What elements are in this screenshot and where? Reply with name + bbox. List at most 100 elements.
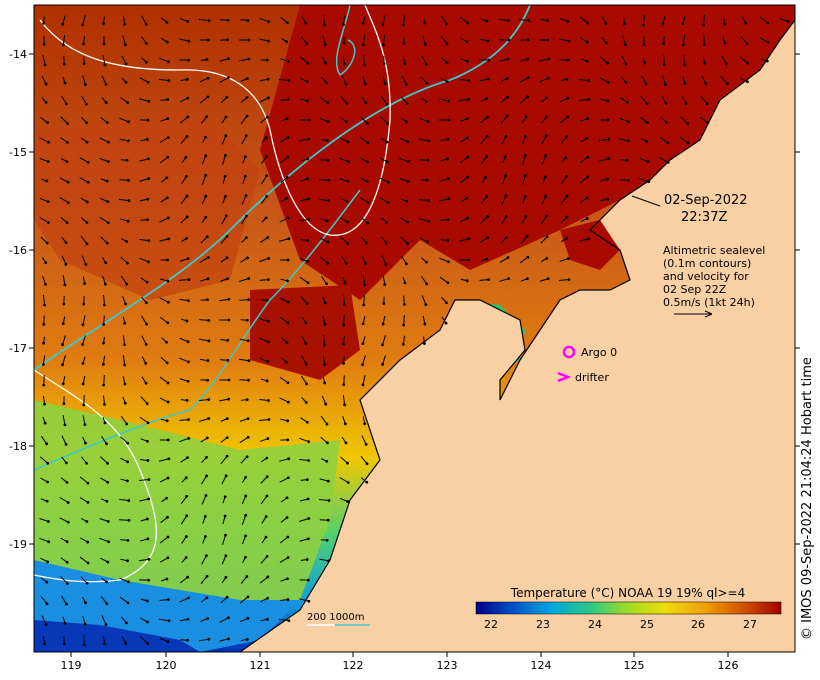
velocity-arrow-head — [545, 115, 548, 119]
velocity-arrow-head — [343, 403, 346, 407]
time-label: 22:37Z — [681, 210, 727, 225]
velocity-arrow — [239, 278, 249, 282]
velocity-arrow-head — [565, 135, 569, 139]
velocity-arrow-head — [447, 118, 451, 122]
velocity-arrow-head — [64, 461, 68, 465]
velocity-arrow — [522, 175, 526, 185]
velocity-arrow-head — [487, 278, 490, 282]
velocity-arrow-head — [104, 82, 108, 86]
velocity-arrow-head — [66, 180, 70, 184]
velocity-arrow-head — [106, 520, 110, 523]
velocity-arrow — [119, 117, 129, 123]
velocity-arrow-head — [547, 57, 551, 61]
velocity-arrow-head — [323, 343, 327, 347]
velocity-arrow — [120, 97, 128, 103]
velocity-arrow — [559, 97, 569, 103]
velocity-arrow-head — [306, 157, 310, 161]
velocity-arrow — [439, 257, 449, 263]
velocity-arrow — [199, 638, 209, 642]
colorbar-ticks: 22 23 24 25 26 27 — [484, 618, 757, 631]
velocity-arrow-head — [146, 642, 150, 645]
velocity-arrow-head — [546, 277, 550, 281]
velocity-arrow-head — [187, 418, 190, 421]
velocity-arrow-head — [167, 60, 170, 64]
velocity-arrow-head — [265, 379, 269, 383]
velocity-arrow — [99, 216, 109, 224]
velocity-arrow — [279, 477, 289, 483]
velocity-arrow-head — [326, 240, 330, 244]
velocity-arrow-head — [346, 500, 350, 503]
velocity-arrow — [160, 516, 168, 524]
velocity-arrow-head — [406, 220, 410, 224]
velocity-arrow-head — [43, 642, 47, 646]
velocity-arrow-head — [127, 518, 131, 522]
velocity-arrow-head — [101, 362, 105, 366]
velocity-arrow — [279, 297, 289, 303]
velocity-arrow-head — [224, 474, 228, 478]
velocity-arrow-head — [386, 160, 389, 164]
velocity-arrow-head — [323, 43, 327, 46]
velocity-arrow-head — [245, 455, 249, 459]
velocity-arrow — [499, 278, 509, 282]
velocity-arrow-head — [147, 239, 151, 243]
velocity-arrow — [342, 55, 346, 65]
velocity-arrow — [259, 97, 269, 103]
velocity-arrow-head — [45, 442, 49, 446]
velocity-arrow — [180, 136, 188, 144]
velocity-arrow — [179, 258, 189, 262]
velocity-arrow-head — [186, 115, 190, 119]
velocity-arrow — [382, 35, 386, 45]
velocity-arrow — [402, 335, 406, 345]
velocity-arrow — [180, 496, 188, 504]
velocity-arrow-head — [286, 258, 290, 262]
velocity-arrow — [199, 399, 209, 401]
velocity-arrow-head — [124, 641, 128, 645]
velocity-arrow-head — [306, 99, 309, 103]
velocity-arrow-head — [244, 236, 248, 239]
velocity-arrow — [279, 57, 289, 63]
velocity-arrow-head — [485, 195, 489, 198]
velocity-arrow-head — [186, 575, 190, 579]
velocity-arrow-head — [423, 42, 427, 46]
velocity-arrow-head — [244, 134, 248, 138]
velocity-arrow — [80, 235, 88, 245]
velocity-arrow-head — [567, 278, 571, 282]
velocity-arrow-head — [185, 319, 189, 323]
velocity-arrow-head — [361, 322, 365, 326]
velocity-arrow — [479, 279, 489, 281]
velocity-arrow — [81, 255, 87, 265]
velocity-arrow-head — [325, 219, 329, 223]
velocity-arrow — [400, 217, 408, 223]
velocity-arrow-head — [287, 400, 290, 404]
velocity-arrow — [382, 15, 386, 25]
velocity-arrow-head — [102, 42, 106, 46]
velocity-arrow — [440, 35, 448, 45]
velocity-arrow — [199, 338, 209, 342]
velocity-arrow-head — [566, 257, 570, 260]
velocity-arrow-head — [326, 479, 330, 483]
velocity-arrow-head — [504, 194, 508, 197]
velocity-arrow-head — [364, 443, 368, 446]
velocity-arrow — [201, 175, 207, 185]
velocity-arrow — [103, 315, 105, 325]
velocity-arrow-head — [381, 43, 385, 47]
velocity-arrow — [399, 137, 409, 143]
velocity-arrow — [122, 35, 126, 45]
velocity-arrow-head — [365, 121, 369, 125]
velocity-arrow-head — [447, 99, 451, 103]
velocity-arrow — [159, 477, 169, 483]
velocity-arrow-head — [323, 301, 327, 305]
velocity-arrow-head — [61, 382, 65, 386]
velocity-arrow-head — [267, 418, 271, 421]
velocity-arrow-head — [84, 601, 87, 605]
velocity-arrow-head — [184, 556, 188, 559]
velocity-arrow — [99, 456, 109, 464]
velocity-arrow-head — [227, 57, 230, 61]
velocity-arrow-head — [246, 435, 250, 439]
velocity-arrow — [500, 115, 508, 125]
velocity-arrow-head — [147, 177, 151, 180]
velocity-arrow — [120, 256, 128, 264]
velocity-arrow-head — [104, 101, 108, 105]
velocity-arrow — [40, 236, 48, 244]
velocity-arrow-head — [65, 540, 69, 544]
